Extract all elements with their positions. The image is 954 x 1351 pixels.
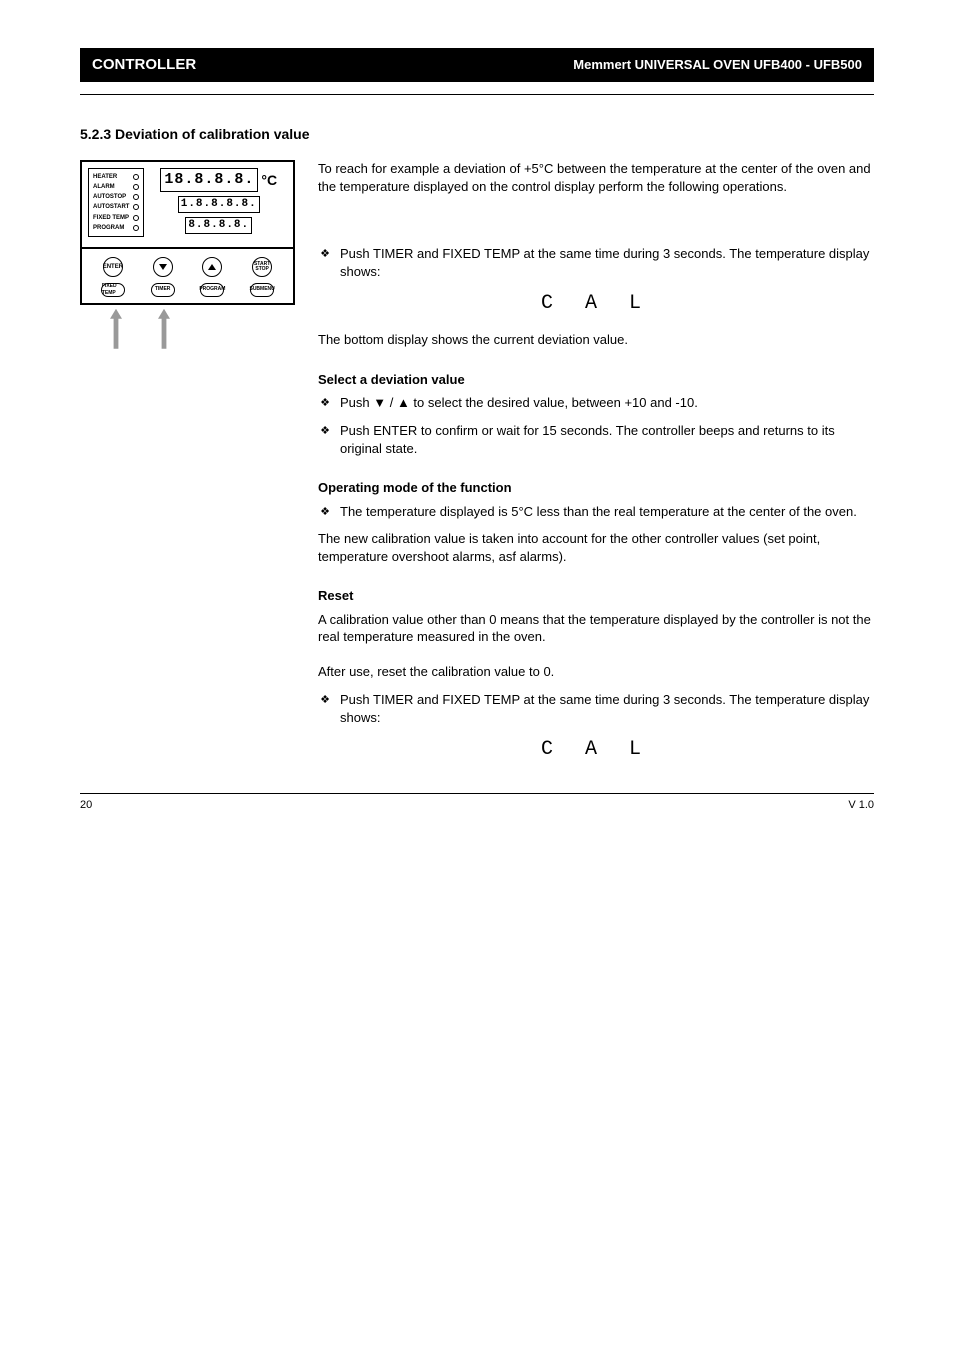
device-panel: HEATER ALARM AUTOSTOP AUTOSTART FIXED TE… [80, 160, 295, 305]
page-number: 20 [80, 798, 92, 813]
led-indicator [133, 215, 139, 221]
bullet-text: Push ▼ / ▲ to select the desired value, … [340, 394, 874, 412]
subheading: Reset [318, 587, 874, 605]
bullet-icon: ❖ [318, 691, 332, 726]
version-label: V 1.0 [848, 798, 874, 813]
triangle-up-icon [207, 262, 217, 272]
bullet-icon: ❖ [318, 503, 332, 521]
led-label: AUTOSTART [93, 203, 129, 211]
bullet-text: The temperature displayed is 5°C less th… [340, 503, 874, 521]
bullet-text: Push TIMER and FIXED TEMP at the same ti… [340, 245, 874, 280]
led-indicator [133, 194, 139, 200]
page-header: CONTROLLER Memmert UNIVERSAL OVEN UFB400… [80, 48, 874, 82]
led-indicator [133, 204, 139, 210]
body-paragraph: The bottom display shows the current dev… [318, 331, 874, 349]
display-readout: C A L [318, 290, 874, 317]
subheading: Select a deviation value [318, 371, 874, 389]
header-title-left: CONTROLLER [92, 55, 196, 75]
enter-button[interactable]: ENTER [103, 257, 123, 277]
down-button[interactable] [153, 257, 173, 277]
subheading: Operating mode of the function [318, 479, 874, 497]
pointer-arrow-icon [158, 309, 170, 349]
bullet-text: Push TIMER and FIXED TEMP at the same ti… [340, 691, 874, 726]
display-readout: C A L [318, 736, 874, 763]
header-title-right: Memmert UNIVERSAL OVEN UFB400 - UFB500 [573, 56, 862, 74]
section-title: 5.2.3 Deviation of calibration value [80, 125, 874, 144]
submenu-button[interactable]: SUBMENU [250, 283, 274, 297]
unit-label: °C [261, 171, 277, 190]
intro-paragraph: To reach for example a deviation of +5°C… [318, 160, 874, 195]
led-label: PROGRAM [93, 224, 124, 232]
bullet-text: Push ENTER to confirm or wait for 15 sec… [340, 422, 874, 457]
led-label: FIXED TEMP [93, 214, 129, 222]
mid-display: 1.8.8.8.8. [178, 196, 260, 213]
header-rule [80, 94, 874, 95]
led-indicator [133, 174, 139, 180]
body-paragraph: A calibration value other than 0 means t… [318, 611, 874, 681]
led-column: HEATER ALARM AUTOSTOP AUTOSTART FIXED TE… [88, 168, 144, 237]
led-label: HEATER [93, 173, 117, 181]
led-label: ALARM [93, 183, 115, 191]
page-footer: 20 V 1.0 [80, 794, 874, 813]
body-paragraph: The new calibration value is taken into … [318, 530, 874, 565]
bullet-icon: ❖ [318, 394, 332, 412]
bottom-display: 8.8.8.8. [185, 217, 252, 234]
timer-button[interactable]: TIMER [151, 283, 175, 297]
bullet-icon: ❖ [318, 245, 332, 280]
up-button[interactable] [202, 257, 222, 277]
led-indicator [133, 184, 139, 190]
start-stop-button[interactable]: START STOP [252, 257, 272, 277]
led-indicator [133, 225, 139, 231]
led-label: AUTOSTOP [93, 193, 126, 201]
pointer-arrow-icon [110, 309, 122, 349]
main-display: 18.8.8.8. [160, 168, 258, 192]
bullet-icon: ❖ [318, 422, 332, 457]
program-button[interactable]: PROGRAM [200, 283, 224, 297]
triangle-down-icon [158, 262, 168, 272]
fixed-temp-button[interactable]: FIXED TEMP [101, 283, 125, 297]
